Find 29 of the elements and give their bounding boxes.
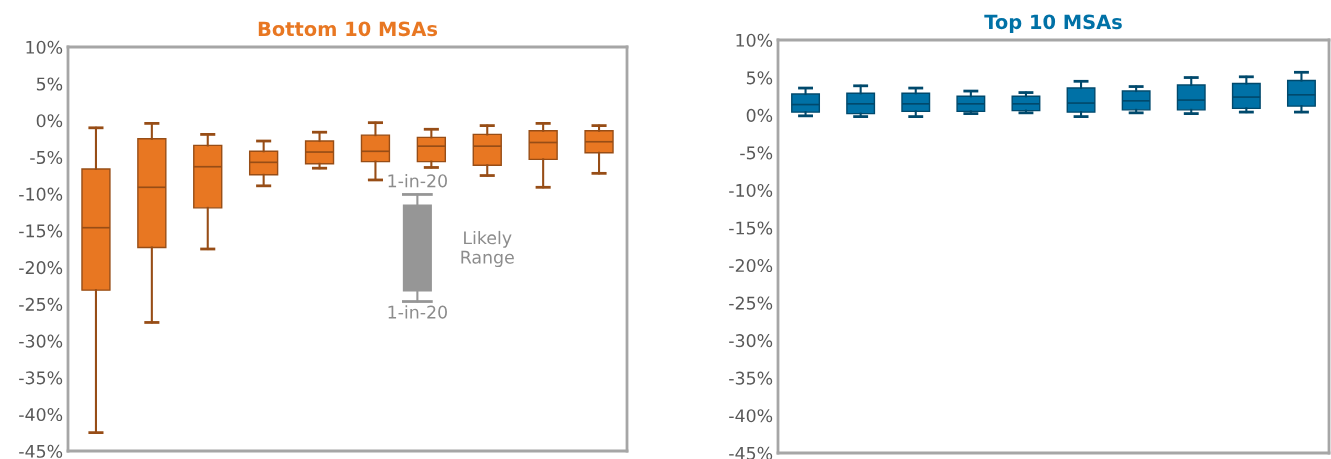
y-tick-label: 5% (36, 77, 63, 91)
annotation: 1-in-20 (388, 305, 447, 319)
y-tick-label: -15% (19, 224, 63, 238)
y-tick-label: 10% (26, 40, 63, 54)
y-tick-label: -10% (19, 187, 63, 201)
y-tick-label: 0% (746, 108, 773, 122)
annotation: Likely Range (461, 230, 514, 268)
y-tick-label: 5% (746, 71, 773, 85)
y-tick-label: -10% (729, 183, 773, 198)
y-tick-label: -45% (19, 444, 63, 458)
y-tick-label: 0% (36, 114, 63, 128)
chart-title: Top 10 MSAs (984, 14, 1122, 33)
y-tick-label: -5% (30, 150, 63, 165)
y-tick-label: -20% (729, 258, 773, 273)
y-tick-label: -25% (19, 297, 63, 311)
y-tick-label: -15% (729, 221, 773, 235)
chart-title: Bottom 10 MSAs (258, 21, 438, 37)
y-tick-label: -30% (19, 334, 63, 348)
y-tick-label: -45% (729, 446, 773, 459)
y-tick-label: -40% (19, 407, 63, 422)
y-tick-label: -30% (729, 334, 773, 348)
y-tick-label: 10% (736, 33, 773, 47)
y-tick-label: -20% (19, 261, 63, 275)
y-tick-label: -35% (19, 371, 63, 385)
y-tick-label: -25% (729, 296, 773, 310)
y-tick-label: -35% (729, 371, 773, 385)
y-tick-label: -40% (729, 409, 773, 423)
annotation: 1-in-20 (388, 173, 447, 188)
y-tick-label: -5% (740, 146, 773, 160)
